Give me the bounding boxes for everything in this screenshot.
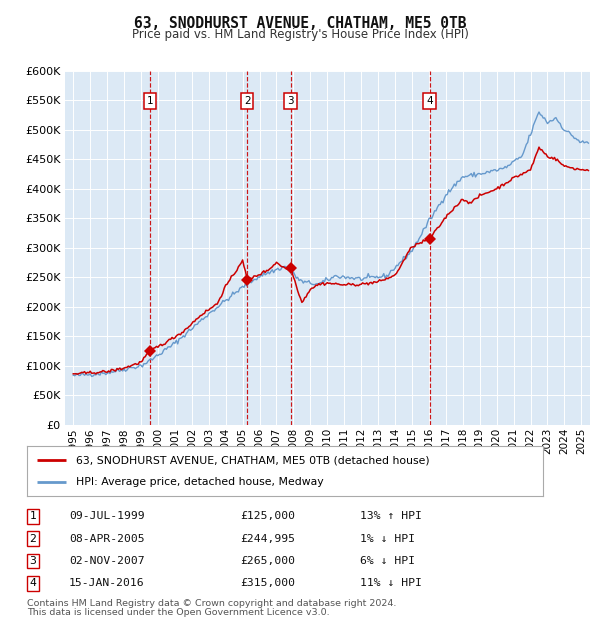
Text: Contains HM Land Registry data © Crown copyright and database right 2024.: Contains HM Land Registry data © Crown c… bbox=[27, 600, 397, 608]
Text: 2: 2 bbox=[29, 534, 37, 544]
Text: 1: 1 bbox=[146, 95, 153, 106]
Text: 6% ↓ HPI: 6% ↓ HPI bbox=[360, 556, 415, 566]
Text: 11% ↓ HPI: 11% ↓ HPI bbox=[360, 578, 422, 588]
Text: 1% ↓ HPI: 1% ↓ HPI bbox=[360, 534, 415, 544]
Text: £265,000: £265,000 bbox=[240, 556, 295, 566]
Text: £244,995: £244,995 bbox=[240, 534, 295, 544]
Text: 08-APR-2005: 08-APR-2005 bbox=[69, 534, 145, 544]
Text: 63, SNODHURST AVENUE, CHATHAM, ME5 0TB (detached house): 63, SNODHURST AVENUE, CHATHAM, ME5 0TB (… bbox=[76, 455, 430, 465]
Text: 63, SNODHURST AVENUE, CHATHAM, ME5 0TB: 63, SNODHURST AVENUE, CHATHAM, ME5 0TB bbox=[134, 16, 466, 31]
Text: 4: 4 bbox=[426, 95, 433, 106]
Text: 2: 2 bbox=[244, 95, 251, 106]
Text: 09-JUL-1999: 09-JUL-1999 bbox=[69, 512, 145, 521]
Text: 3: 3 bbox=[29, 556, 37, 566]
Text: HPI: Average price, detached house, Medway: HPI: Average price, detached house, Medw… bbox=[76, 477, 323, 487]
Text: 4: 4 bbox=[29, 578, 37, 588]
Text: Price paid vs. HM Land Registry's House Price Index (HPI): Price paid vs. HM Land Registry's House … bbox=[131, 29, 469, 41]
Text: 15-JAN-2016: 15-JAN-2016 bbox=[69, 578, 145, 588]
Text: £315,000: £315,000 bbox=[240, 578, 295, 588]
Text: 1: 1 bbox=[29, 512, 37, 521]
Text: This data is licensed under the Open Government Licence v3.0.: This data is licensed under the Open Gov… bbox=[27, 608, 329, 617]
Text: 13% ↑ HPI: 13% ↑ HPI bbox=[360, 512, 422, 521]
Text: 02-NOV-2007: 02-NOV-2007 bbox=[69, 556, 145, 566]
Text: 3: 3 bbox=[287, 95, 294, 106]
Text: £125,000: £125,000 bbox=[240, 512, 295, 521]
